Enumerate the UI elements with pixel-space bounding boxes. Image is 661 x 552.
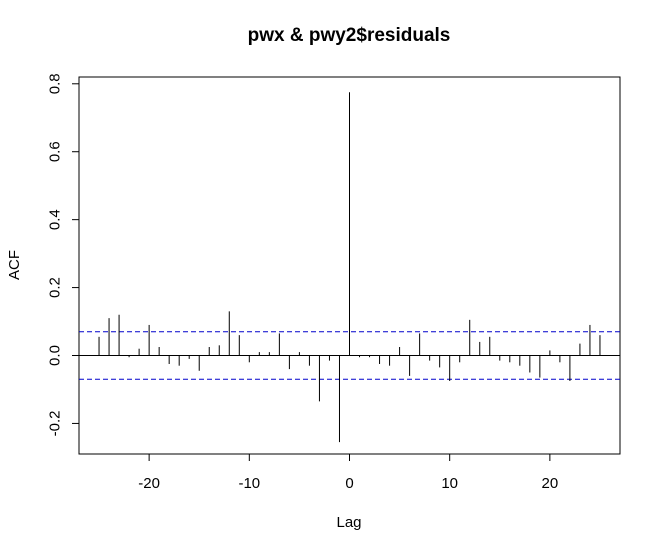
y-tick-label: 0.2 (47, 277, 64, 298)
chart-title: pwx & pwy2$residuals (248, 25, 451, 46)
y-tick-label: 0.0 (47, 345, 64, 366)
x-tick-label: -20 (138, 475, 160, 492)
confidence-bands (79, 331, 620, 380)
y-axis: -0.2 0.0 0.2 0.4 0.6 0.8 (47, 73, 80, 436)
x-tick-label: 20 (542, 475, 559, 492)
x-tick-label: 0 (345, 475, 353, 492)
y-tick-label: -0.2 (47, 411, 64, 437)
x-axis-title: Lag (336, 514, 361, 531)
x-axis: -20 -10 0 10 20 (138, 453, 559, 492)
acf-bars (98, 92, 601, 443)
x-tick-label: -10 (238, 475, 260, 492)
x-tick-label: 10 (441, 475, 458, 492)
y-tick-label: 0.4 (47, 209, 64, 230)
y-axis-title: ACF (6, 250, 23, 280)
y-tick-label: 0.8 (47, 73, 64, 94)
y-tick-label: 0.6 (47, 141, 64, 162)
